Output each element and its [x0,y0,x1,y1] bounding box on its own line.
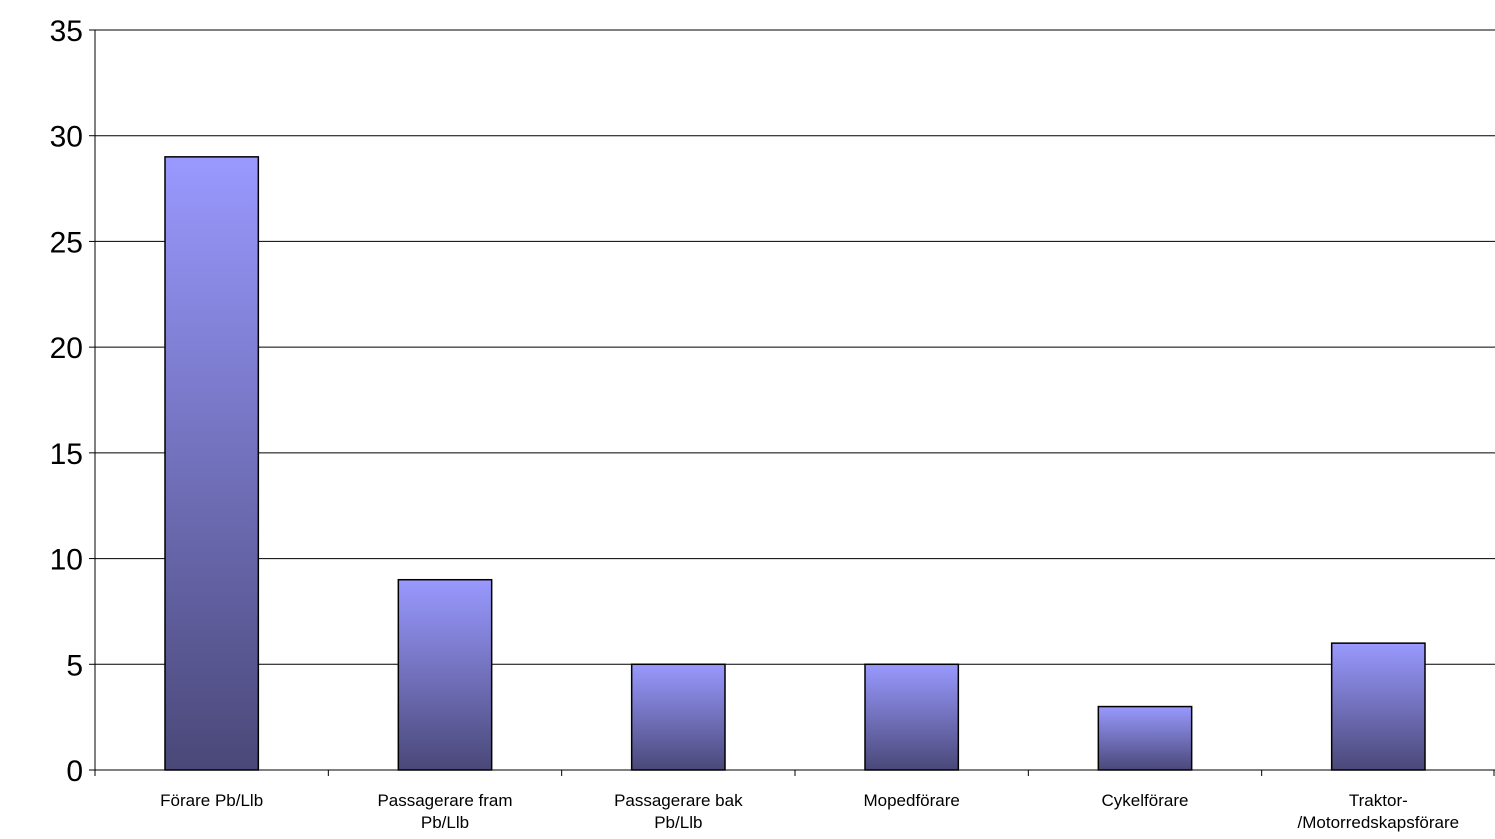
y-tick-label: 10 [50,544,83,577]
tick-labels: 0 5 10 15 20 25 30 35 Förare Pb/Llb Passagerare f… [50,15,1459,832]
x-tick-label: Förare Pb/Llb [160,791,263,810]
y-tick-label: 15 [50,438,83,471]
x-tick-label: Pb/Llb [421,813,469,832]
bars [164,156,1426,771]
x-tick-label: /Motorredskapsförare [1298,813,1460,832]
y-tick-label: 20 [50,332,83,365]
x-tick-label: Passagerare bak [614,791,743,810]
y-tick-label: 0 [66,755,83,788]
y-tick-label: 25 [50,226,83,259]
y-tick-label: 35 [50,15,83,48]
x-tick-label: Traktor- [1349,791,1408,810]
gridlines [95,29,1495,665]
x-tick-label: Pb/Llb [654,813,702,832]
axes [89,29,1495,776]
y-tick-label: 30 [50,121,83,154]
bar [630,663,726,771]
y-tick-label: 5 [66,649,83,682]
x-tick-label: Mopedförare [863,791,959,810]
bar [864,663,960,771]
bar [1330,642,1426,771]
x-tick-label: Passagerare fram [377,791,512,810]
bar [164,156,260,771]
x-tick-label: Cykelförare [1102,791,1189,810]
bar [397,578,493,771]
bar [1097,705,1193,771]
